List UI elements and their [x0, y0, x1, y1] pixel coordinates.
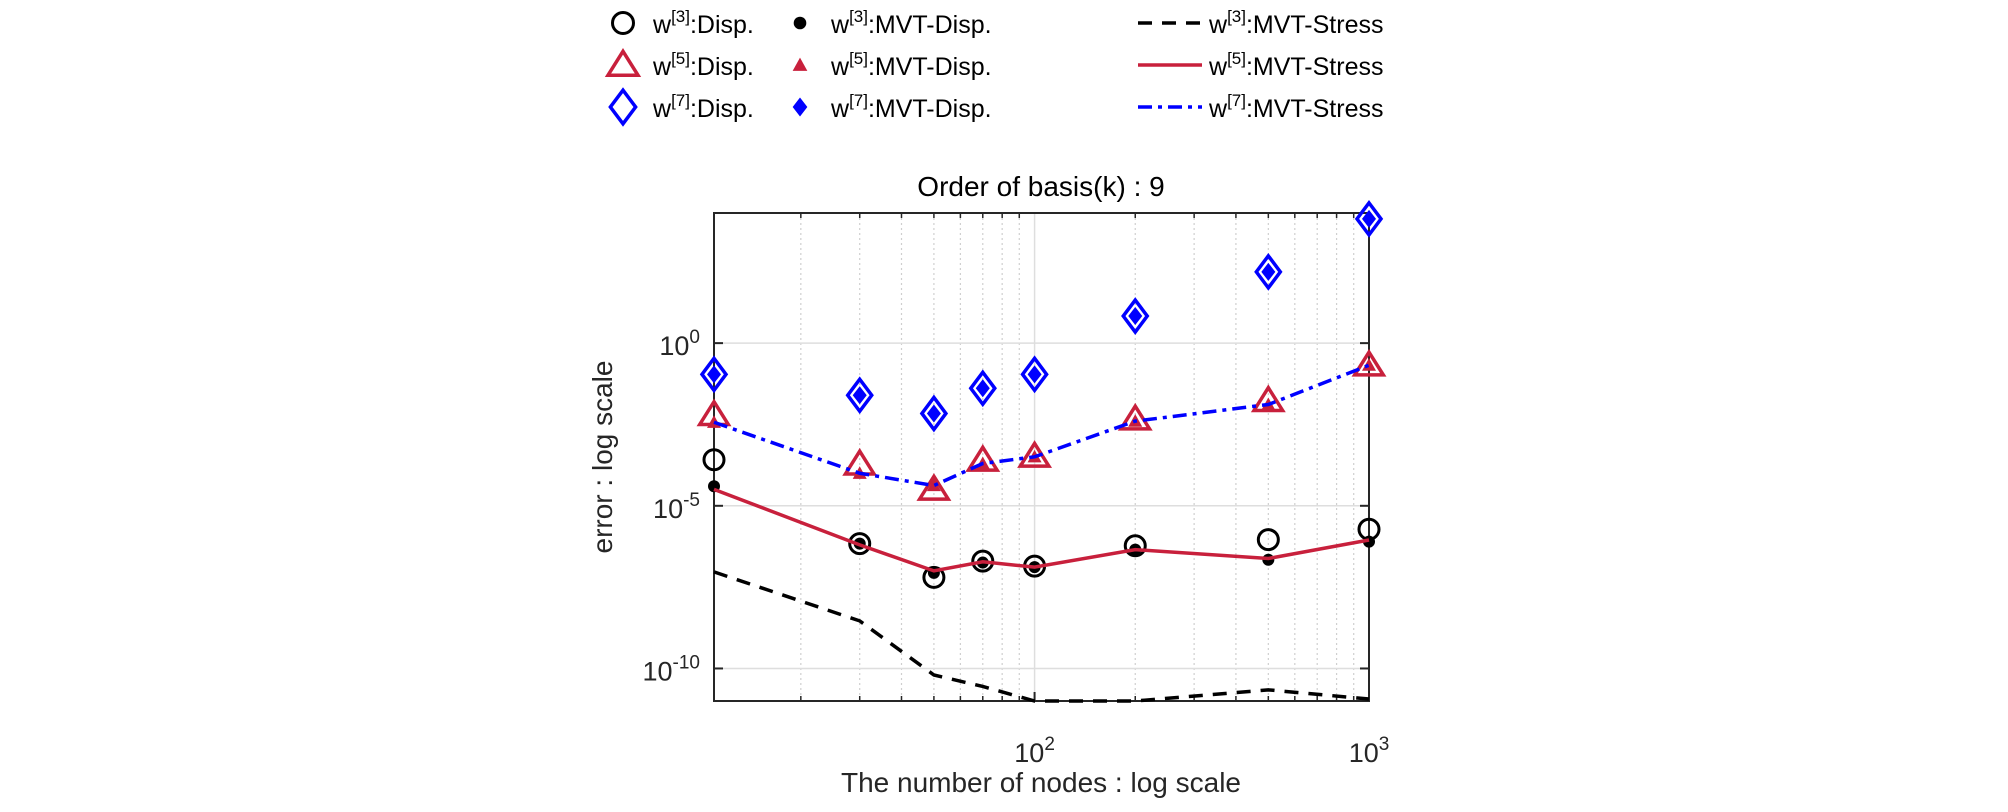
- data-point-filled-diamond: [926, 404, 941, 423]
- series-line-dashed-line: [713, 570, 1370, 703]
- legend-label: w[5]:Disp.: [652, 49, 754, 81]
- legend-item: w[5]:MVT-Stress: [1138, 49, 1383, 81]
- data-point-open-diamond: [699, 355, 729, 394]
- legend-item: w[3]:Disp.: [611, 7, 754, 39]
- data-point-filled-diamond: [975, 379, 990, 398]
- data-point-filled-diamond: [1261, 262, 1276, 281]
- data-point-open-circle: [971, 549, 995, 573]
- legend-marker-filled-circle: [793, 16, 807, 30]
- legend-label: w[5]:MVT-Stress: [1208, 49, 1383, 81]
- legend-label: w[5]:MVT-Disp.: [830, 49, 992, 81]
- data-point-filled-triangle: [707, 415, 721, 428]
- legend-marker-open-triangle: [604, 48, 642, 77]
- legend-marker-open-circle: [611, 11, 635, 35]
- data-point-open-circle: [702, 448, 726, 472]
- legend-marker-filled-triangle: [792, 57, 808, 71]
- x-axis-label: The number of nodes : log scale: [841, 767, 1241, 798]
- legend-item: w[5]:Disp.: [604, 48, 754, 81]
- data-point-open-diamond: [1254, 252, 1283, 291]
- data-point-open-triangle: [1117, 402, 1153, 431]
- plot-area: [713, 212, 1370, 702]
- legend-item: w[3]:MVT-Disp.: [793, 7, 992, 39]
- data-point-open-diamond: [1354, 199, 1384, 238]
- legend-label: w[7]:MVT-Disp.: [830, 91, 992, 123]
- legend-label: w[3]:MVT-Stress: [1208, 7, 1383, 39]
- data-point-filled-diamond: [852, 386, 867, 405]
- legend: w[3]:Disp. w[5]:Disp. w[7]:Disp. w[3]:MVT-D…: [604, 7, 1383, 127]
- legend-item: w[3]:MVT-Stress: [1138, 7, 1383, 39]
- data-marks: [696, 199, 1387, 703]
- series-line-dashdot-line: [713, 363, 1370, 488]
- data-point-filled-triangle: [926, 478, 941, 492]
- x-tick-label: 103: [1349, 734, 1390, 768]
- grid: [714, 213, 1370, 701]
- y-tick-label: 10-5: [653, 490, 700, 524]
- legend-item: w[7]:MVT-Stress: [1138, 91, 1383, 123]
- legend-marker-open-diamond: [608, 87, 638, 127]
- legend-label: w[3]:Disp.: [652, 7, 754, 39]
- legend-item: w[5]:MVT-Disp.: [792, 49, 992, 81]
- legend-item: w[7]:Disp.: [608, 87, 754, 127]
- y-tick-label: 10-10: [642, 652, 700, 686]
- data-point-filled-diamond: [707, 365, 721, 384]
- data-point-filled-diamond: [1362, 209, 1376, 228]
- y-axis-label: error : log scale: [587, 361, 618, 554]
- data-point-open-circle: [1256, 528, 1280, 552]
- legend-item: w[7]:MVT-Disp.: [792, 91, 992, 123]
- legend-label: w[7]:MVT-Stress: [1208, 91, 1383, 123]
- data-point-open-circle: [848, 532, 872, 556]
- data-point-filled-diamond: [1027, 365, 1042, 384]
- data-point-open-triangle: [1351, 348, 1387, 377]
- data-point-filled-diamond: [1128, 307, 1143, 326]
- y-tick-label: 100: [659, 327, 700, 361]
- axis-ticks: 102 103 10-10 10-5 100: [642, 213, 1389, 768]
- data-point-open-diamond: [1121, 297, 1150, 335]
- data-point-open-triangle: [1250, 384, 1286, 413]
- legend-label: w[3]:MVT-Disp.: [830, 7, 992, 39]
- data-point-open-diamond: [1020, 355, 1049, 394]
- data-point-open-triangle: [965, 444, 1001, 472]
- data-point-open-diamond: [968, 369, 997, 408]
- data-point-open-circle: [1123, 534, 1147, 558]
- legend-label: w[7]:Disp.: [652, 91, 754, 123]
- data-point-open-diamond: [919, 394, 949, 433]
- legend-marker-filled-diamond: [792, 97, 808, 117]
- x-tick-label: 102: [1014, 734, 1055, 768]
- data-point-open-triangle: [916, 473, 952, 501]
- series-line-solid-line: [713, 487, 1370, 573]
- data-point-open-diamond: [845, 376, 874, 415]
- chart-title: Order of basis(k) : 9: [917, 171, 1164, 202]
